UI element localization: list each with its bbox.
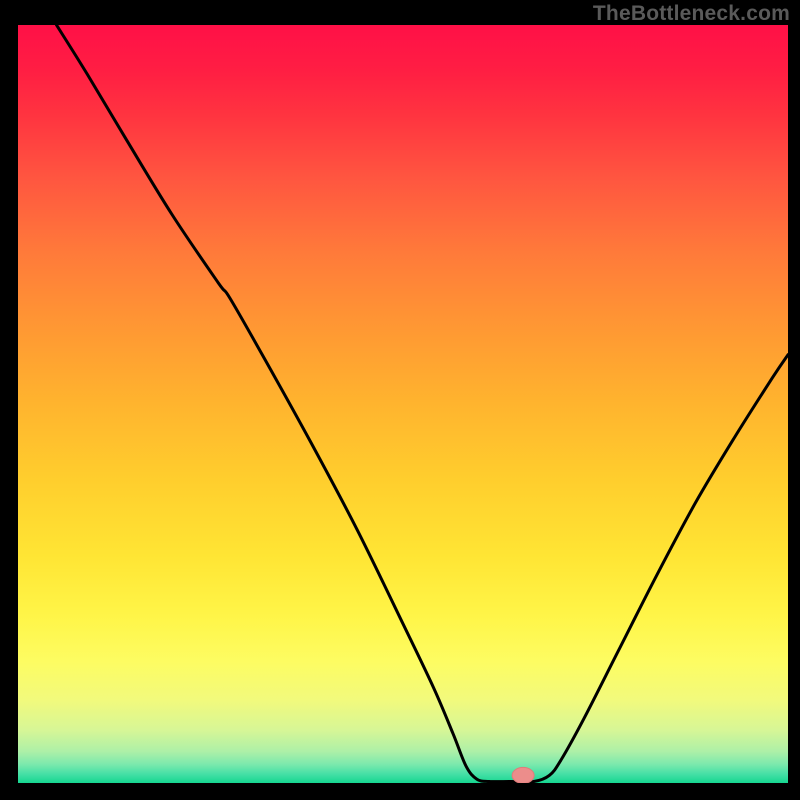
plot-area bbox=[18, 25, 788, 783]
chart-frame: TheBottleneck.com bbox=[0, 0, 800, 800]
gradient-background bbox=[18, 25, 788, 783]
chart-svg bbox=[18, 25, 788, 783]
optimal-point-marker bbox=[512, 767, 534, 783]
watermark-text: TheBottleneck.com bbox=[593, 2, 790, 26]
